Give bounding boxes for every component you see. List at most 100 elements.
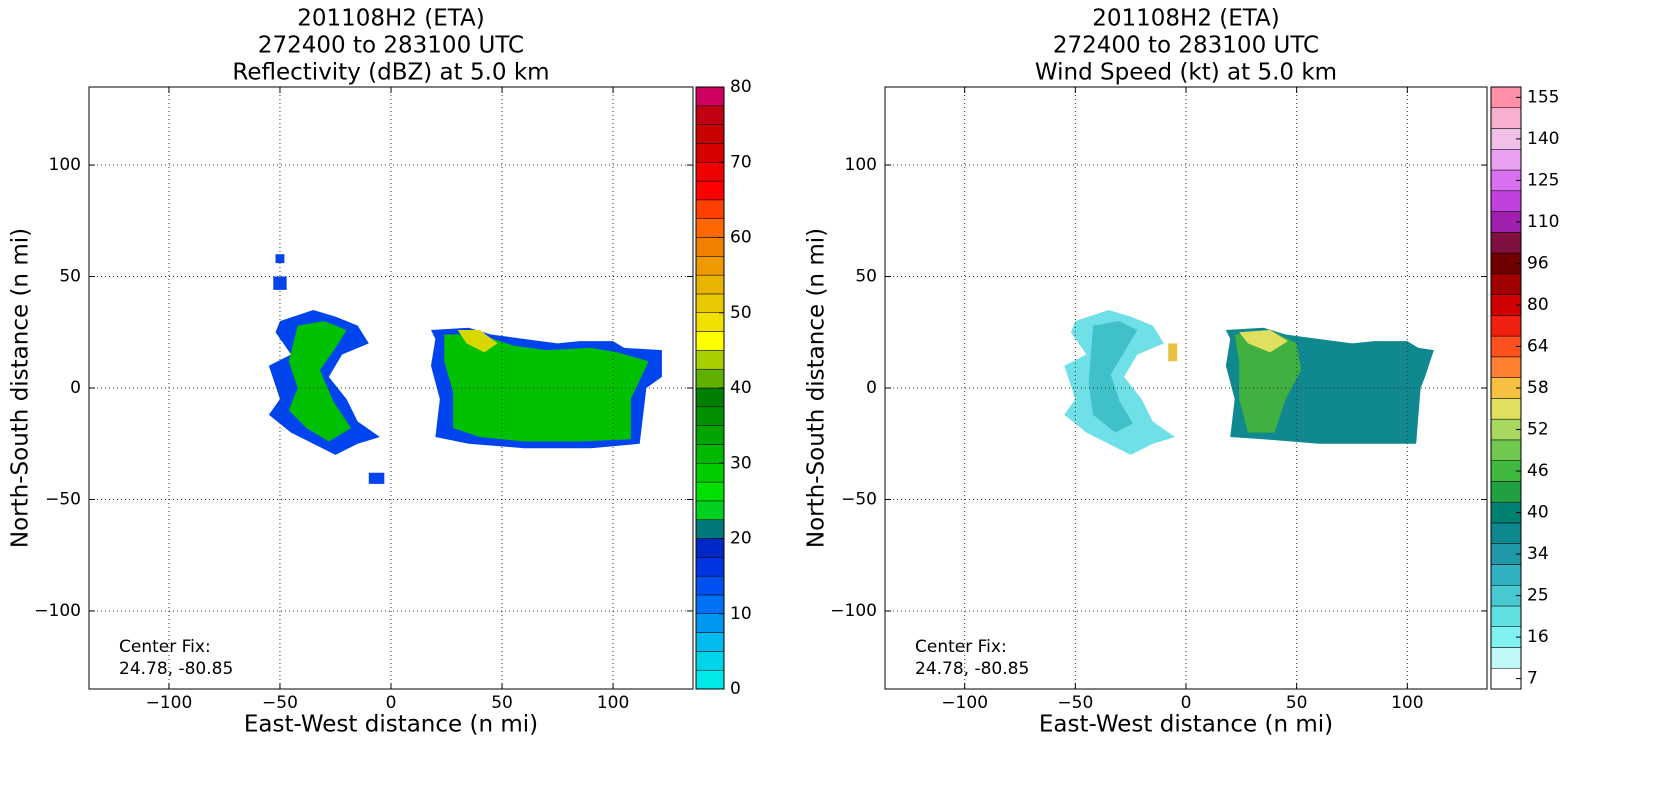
annotation: Center Fix: [119, 637, 211, 657]
colorbar-swatch [1490, 647, 1522, 669]
chart-title: 201108H2 (ETA) [297, 6, 485, 32]
y-tick-label: −50 [841, 489, 877, 509]
colorbar-swatch [1490, 273, 1522, 295]
colorbar-swatch [1490, 149, 1522, 171]
y-tick-label: −50 [45, 489, 81, 509]
colorbar-swatch [1490, 481, 1522, 503]
colorbar-swatch [1490, 564, 1522, 586]
x-tick-label: 0 [1181, 693, 1192, 713]
colorbar-swatch [695, 444, 725, 464]
y-tick-label: 0 [70, 378, 81, 398]
colorbar-swatch [695, 180, 725, 201]
x-tick-label: −50 [1057, 693, 1093, 713]
colorbar-swatch [695, 293, 725, 313]
colorbar-tick-label: 20 [730, 529, 752, 549]
annotation: 24.78, -80.85 [915, 659, 1029, 679]
plot-frame [88, 86, 694, 690]
colorbar-tick-label: 25 [1527, 586, 1549, 606]
colorbar-tick-label: 52 [1527, 420, 1549, 440]
colorbar-tick-label: 40 [1527, 503, 1549, 523]
echo [1234, 332, 1302, 433]
colorbar-tick-label: 34 [1527, 544, 1549, 564]
colorbar-swatch [695, 143, 725, 163]
colorbar-tick-label: 7 [1527, 669, 1538, 689]
colorbar-swatch [695, 256, 725, 276]
colorbar-swatch [695, 557, 725, 577]
colorbar-tick-label: 46 [1527, 461, 1549, 481]
colorbar-swatch [695, 481, 725, 502]
colorbar-swatch [695, 651, 725, 671]
echo [1239, 330, 1288, 353]
colorbar-swatch [1490, 232, 1522, 254]
echo [1168, 343, 1178, 362]
colorbar-swatch [695, 312, 725, 332]
colorbar-tick-label: 10 [730, 604, 752, 624]
colorbar-tick-label: 60 [730, 228, 752, 248]
colorbar-swatch [695, 162, 725, 182]
chart-title: 201108H2 (ETA) [1092, 6, 1280, 32]
y-tick-label: 50 [59, 267, 81, 287]
colorbar-tick-label: 58 [1527, 378, 1549, 398]
colorbar-tick-label: 0 [730, 679, 741, 699]
wind-field [1064, 309, 1434, 455]
x-axis-label: East-West distance (n mi) [1039, 712, 1333, 738]
y-tick-label: 100 [49, 155, 81, 175]
colorbar-tick-label: 70 [730, 152, 752, 172]
y-tick-label: 50 [855, 267, 877, 287]
echo [457, 330, 498, 353]
colorbar-swatch [695, 274, 725, 295]
colorbar-swatch [1490, 522, 1522, 544]
y-tick-label: 100 [845, 155, 877, 175]
colorbar-swatch [695, 500, 725, 520]
colorbar-tick-label: 140 [1527, 129, 1559, 149]
chart-title: Wind Speed (kt) at 5.0 km [1035, 60, 1337, 86]
colorbar-swatch [695, 199, 725, 219]
x-axis-label: East-West distance (n mi) [244, 712, 538, 738]
colorbar-tick-label: 125 [1527, 170, 1559, 190]
chart-title: Reflectivity (dBZ) at 5.0 km [232, 60, 549, 86]
annotation: 24.78, -80.85 [119, 659, 233, 679]
colorbar-swatch [1490, 315, 1522, 337]
plot-frame [884, 86, 1488, 690]
colorbar-swatch [695, 124, 725, 144]
colorbar-swatch [1490, 605, 1522, 627]
y-tick-label: −100 [34, 601, 81, 621]
reflectivity-field [268, 254, 662, 484]
colorbar-swatch [695, 105, 725, 125]
echo [275, 254, 285, 264]
colorbar-swatch [695, 463, 725, 483]
colorbar-swatch [1490, 356, 1522, 378]
y-axis-label: North-South distance (n mi) [804, 228, 830, 548]
colorbar-swatch [695, 406, 725, 426]
colorbar-swatch [695, 331, 725, 351]
x-tick-label: −100 [941, 693, 988, 713]
chart-title: 272400 to 283100 UTC [1053, 33, 1319, 59]
colorbar-swatch [695, 519, 725, 539]
colorbar-tick-label: 50 [730, 303, 752, 323]
echo [368, 472, 385, 484]
y-tick-label: 0 [866, 378, 877, 398]
x-tick-label: 50 [491, 693, 513, 713]
colorbar-tick-label: 96 [1527, 253, 1549, 273]
colorbar-swatch [695, 538, 725, 558]
colorbar-swatch [695, 387, 725, 408]
colorbar-swatch [695, 632, 725, 652]
colorbar-tick-label: 16 [1527, 627, 1549, 647]
colorbar-swatch [1490, 107, 1522, 129]
colorbar-swatch [695, 218, 725, 238]
echo [1088, 321, 1138, 433]
colorbar-tick-label: 155 [1527, 87, 1559, 107]
colorbar-swatch [695, 350, 725, 370]
annotation: Center Fix: [915, 637, 1007, 657]
colorbar-tick-label: 80 [730, 77, 752, 97]
y-tick-label: −100 [830, 601, 877, 621]
colorbar-swatch [1490, 439, 1522, 461]
colorbar-swatch [1490, 190, 1522, 212]
x-tick-label: 100 [1391, 693, 1423, 713]
chart-title: 272400 to 283100 UTC [258, 33, 524, 59]
colorbar-tick-label: 64 [1527, 336, 1549, 356]
x-tick-label: 100 [597, 693, 629, 713]
x-tick-label: −50 [262, 693, 298, 713]
colorbar-tick-label: 80 [1527, 295, 1549, 315]
